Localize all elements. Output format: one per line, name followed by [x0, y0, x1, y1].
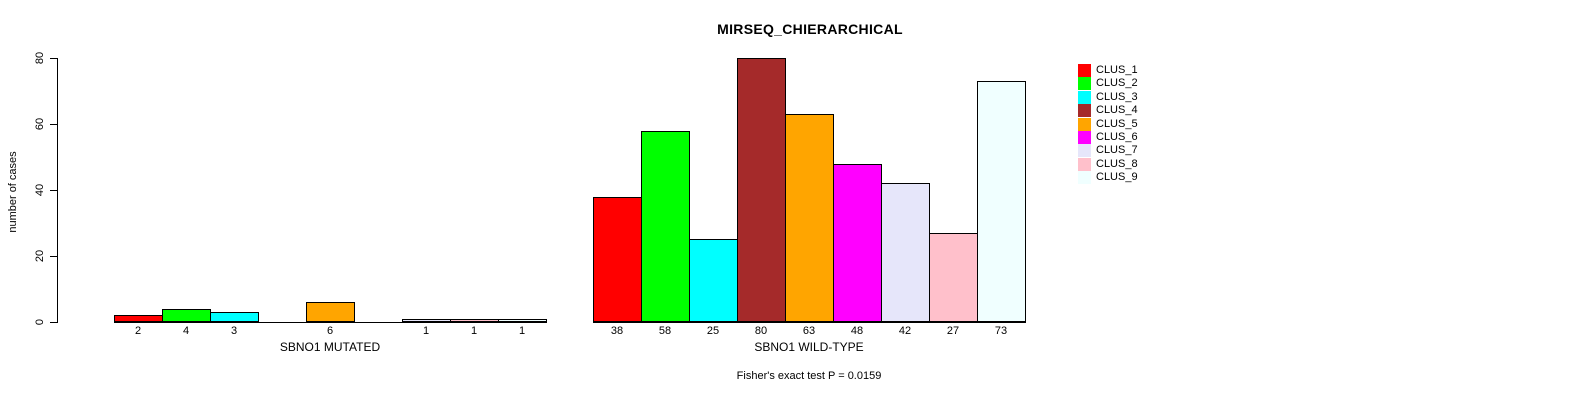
legend-item: CLUS_8	[1078, 158, 1198, 171]
group-label: SBNO1 WILD-TYPE	[754, 340, 864, 354]
bar-value-label: 27	[946, 325, 960, 337]
bar-value-label: 3	[230, 325, 238, 337]
bar-value-label: 4	[182, 325, 190, 337]
bar-value-label: 25	[706, 325, 720, 337]
legend-label: CLUS_1	[1096, 64, 1138, 76]
y-axis-label: number of cases	[7, 151, 19, 233]
bar	[114, 315, 163, 322]
bar	[929, 233, 978, 322]
x-baseline	[593, 322, 1026, 323]
bar	[689, 239, 738, 322]
legend-item: CLUS_1	[1078, 64, 1198, 77]
chart-title: MIRSEQ_CHIERARCHICAL	[717, 21, 903, 37]
y-tick-label: 80	[34, 51, 46, 65]
legend-item: CLUS_3	[1078, 91, 1198, 104]
bar-value-label: 1	[422, 325, 430, 337]
bar	[881, 183, 930, 322]
bar	[306, 302, 355, 322]
legend-swatch	[1078, 131, 1091, 144]
bar-value-label: 73	[994, 325, 1008, 337]
y-axis-line	[57, 58, 58, 323]
legend-item: CLUS_2	[1078, 77, 1198, 90]
legend-item: CLUS_7	[1078, 144, 1198, 157]
y-tick	[50, 190, 57, 191]
bar-value-label: 80	[754, 325, 768, 337]
bar-value-label: 48	[850, 325, 864, 337]
bar-value-label: 58	[658, 325, 672, 337]
bar	[162, 309, 211, 322]
bar	[210, 312, 259, 322]
legend-swatch	[1078, 171, 1091, 184]
bar	[450, 319, 499, 322]
legend-swatch	[1078, 77, 1091, 90]
legend-swatch	[1078, 104, 1091, 117]
y-tick	[50, 124, 57, 125]
x-baseline	[114, 322, 547, 323]
y-tick	[50, 322, 57, 323]
bar	[833, 164, 882, 322]
legend-swatch	[1078, 144, 1091, 157]
legend-item: CLUS_6	[1078, 131, 1198, 144]
legend-item: CLUS_5	[1078, 118, 1198, 131]
legend-label: CLUS_5	[1096, 118, 1138, 130]
bar	[593, 197, 642, 322]
bar-value-label: 1	[470, 325, 478, 337]
legend-label: CLUS_2	[1096, 77, 1138, 89]
bar	[977, 81, 1026, 322]
bar-value-label: 6	[326, 325, 334, 337]
legend-label: CLUS_4	[1096, 104, 1138, 116]
fisher-test-annotation: Fisher's exact test P = 0.0159	[736, 370, 882, 382]
y-tick	[50, 256, 57, 257]
bar-value-label: 38	[610, 325, 624, 337]
bar	[498, 319, 547, 322]
legend-label: CLUS_6	[1096, 131, 1138, 143]
bar	[402, 319, 451, 322]
bar	[641, 131, 690, 322]
legend-swatch	[1078, 158, 1091, 171]
bar-value-label: 63	[802, 325, 816, 337]
legend-label: CLUS_3	[1096, 91, 1138, 103]
legend-item: CLUS_9	[1078, 171, 1198, 184]
legend-label: CLUS_9	[1096, 171, 1138, 183]
legend-label: CLUS_8	[1096, 158, 1138, 170]
legend-item: CLUS_4	[1078, 104, 1198, 117]
bar	[785, 114, 834, 322]
y-tick-label: 60	[34, 117, 46, 131]
bar-value-label: 1	[518, 325, 526, 337]
legend-label: CLUS_7	[1096, 144, 1138, 156]
bar-value-label: 42	[898, 325, 912, 337]
bar-value-label: 2	[134, 325, 142, 337]
legend-swatch	[1078, 64, 1091, 77]
y-tick	[50, 58, 57, 59]
y-tick-label: 40	[34, 183, 46, 197]
group-label: SBNO1 MUTATED	[279, 340, 381, 354]
bar	[737, 58, 786, 322]
y-tick-label: 0	[34, 318, 46, 326]
legend-swatch	[1078, 91, 1091, 104]
legend-swatch	[1078, 118, 1091, 131]
y-tick-label: 20	[34, 249, 46, 263]
